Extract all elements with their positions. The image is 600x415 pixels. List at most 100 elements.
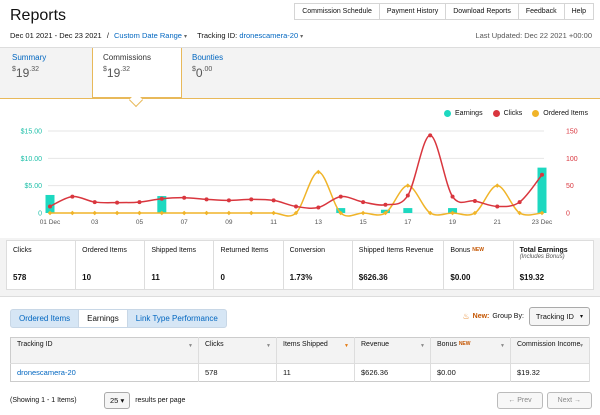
tab-summary-value: $19.32 (12, 66, 39, 80)
tracking-id-dropdown[interactable]: dronescamera-20 ▾ (239, 31, 304, 40)
new-badge: NEW (472, 247, 484, 253)
x-tick-label: 19 (449, 219, 457, 226)
x-tick-label: 23 Dec (532, 219, 553, 226)
clicks-point (48, 204, 52, 209)
date-filter-row: Dec 01 2021 - Dec 23 2021 / Custom Date … (10, 31, 303, 40)
clicks-point (182, 195, 187, 200)
per-page-select[interactable]: 25 ▾ (104, 392, 131, 409)
x-tick-label: 09 (225, 219, 233, 226)
tab-bounties-value: $0.00 (192, 66, 213, 80)
group-by-control: ♨ New: Group By: Tracking ID ▾ (462, 307, 590, 326)
ordered-items-point (249, 210, 254, 216)
clicks-point (294, 204, 298, 209)
clicks-point (204, 197, 209, 202)
ordered-items-point (360, 210, 366, 216)
x-tick-label: 17 (404, 219, 412, 226)
custom-date-range-link[interactable]: Custom Date Range ▾ (114, 31, 187, 40)
nav-help[interactable]: Help (563, 3, 594, 20)
y-left-tick-label: $15.00 (21, 129, 43, 136)
clicks-point (137, 200, 142, 205)
tab-summary-label: Summary (12, 53, 47, 62)
tab-bounties[interactable]: Bounties $0.00 (182, 48, 272, 98)
clicks-point (70, 194, 75, 199)
ordered-items-point (92, 210, 97, 216)
report-tabs: Ordered Items Earnings Link Type Perform… (10, 309, 227, 328)
cell-revenue: $626.36 (354, 363, 431, 382)
new-badge: NEW (458, 341, 471, 347)
col-clicks[interactable]: Clicks ▼ (198, 337, 277, 364)
legend-ordered-items-swatch (532, 110, 540, 117)
sort-icon: ▼ (500, 343, 505, 349)
y-right-tick-label: 0 (566, 211, 570, 218)
cell-bonus: $0.00 (430, 363, 511, 382)
x-tick-label: 05 (136, 219, 144, 226)
ordered-items-point (204, 210, 209, 216)
x-tick-label: 01 Dec (40, 219, 61, 226)
tab-earnings[interactable]: Earnings (79, 310, 128, 327)
tracking-id-label: Tracking ID: (197, 31, 238, 40)
clicks-point (316, 205, 321, 210)
ordered-items-point (159, 210, 165, 216)
y-right-tick-label: 100 (566, 156, 578, 163)
next-button[interactable]: Next → (546, 392, 592, 409)
clicks-point (271, 198, 276, 203)
sort-icon: ▼ (188, 343, 193, 349)
metric-clicks: Clicks 578 (7, 241, 77, 289)
tab-commissions-label: Commissions (103, 53, 152, 62)
date-separator: / (106, 31, 109, 40)
clicks-point (450, 194, 455, 199)
clicks-point (249, 197, 254, 202)
earnings-bar (403, 208, 413, 213)
cell-items-shipped: 11 (276, 363, 355, 382)
legend-clicks-swatch (492, 110, 500, 117)
col-bonus[interactable]: Bonus NEW ▼ (430, 337, 511, 364)
x-tick-label: 03 (91, 219, 99, 226)
new-label: New: (472, 313, 490, 320)
legend-ordered-items[interactable]: Ordered Items (532, 110, 588, 117)
cell-tracking-id[interactable]: dronescamera-20 (10, 363, 199, 382)
report-header: Reports Commission Schedule Payment Hist… (0, 0, 600, 48)
nav-feedback[interactable]: Feedback (517, 3, 565, 20)
y-left-tick-label: $10.00 (21, 156, 43, 163)
earnings-bar (537, 167, 547, 213)
tab-ordered-items[interactable]: Ordered Items (11, 310, 80, 327)
group-by-select[interactable]: Tracking ID ▾ (528, 307, 590, 326)
clicks-point (517, 200, 522, 205)
prev-button[interactable]: ← Prev (497, 392, 543, 409)
tab-summary[interactable]: Summary $19.32 (2, 48, 92, 98)
clicks-point (495, 204, 500, 209)
clicks-point (115, 200, 120, 205)
metric-bonus: Bonus NEW $0.00 (444, 241, 514, 289)
nav-commission-schedule[interactable]: Commission Schedule (294, 3, 380, 20)
nav-payment-history[interactable]: Payment History (378, 3, 447, 20)
col-items-shipped[interactable]: Items Shipped ▼ (276, 337, 355, 364)
clicks-point (405, 193, 410, 198)
x-tick-label: 21 (494, 219, 502, 226)
col-revenue[interactable]: Revenue ▼ (354, 337, 431, 364)
summary-tabs: Summary $19.32 Commissions $19.32 Bounti… (0, 48, 600, 98)
clicks-point (383, 202, 388, 207)
sort-icon: ▼ (579, 343, 584, 349)
metric-total-earnings: Total Earnings (Includes Bonus) $19.32 (519, 247, 568, 282)
ordered-items-point (137, 210, 142, 216)
col-tracking-id[interactable]: Tracking ID ▼ (10, 337, 199, 364)
metric-conversion: Conversion 1.73% (284, 241, 353, 289)
nav-download-reports[interactable]: Download Reports (445, 3, 519, 20)
tab-link-type-performance[interactable]: Link Type Performance (135, 314, 218, 323)
tab-commissions[interactable]: Commissions $19.32 (92, 48, 182, 98)
ordered-items-point (405, 183, 411, 188)
legend-clicks[interactable]: Clicks (492, 110, 522, 117)
chart-legend: Earnings Clicks Ordered Items (434, 110, 588, 117)
legend-earnings[interactable]: Earnings (443, 110, 483, 117)
report-section: Ordered Items Earnings Link Type Perform… (0, 296, 600, 415)
showing-count: (Showing 1 - 1 Items) (10, 397, 77, 404)
col-commission-income[interactable]: Commission Income ▼ (510, 337, 590, 364)
earnings-bar (448, 208, 458, 213)
x-tick-label: 13 (315, 219, 323, 226)
chevron-down-icon: ▾ (579, 314, 583, 320)
earnings-bar (157, 196, 167, 213)
sort-icon: ▼ (266, 343, 271, 349)
date-range-text: Dec 01 2021 - Dec 23 2021 (10, 31, 102, 40)
clicks-line (49, 134, 543, 209)
ordered-items-point (495, 183, 500, 188)
